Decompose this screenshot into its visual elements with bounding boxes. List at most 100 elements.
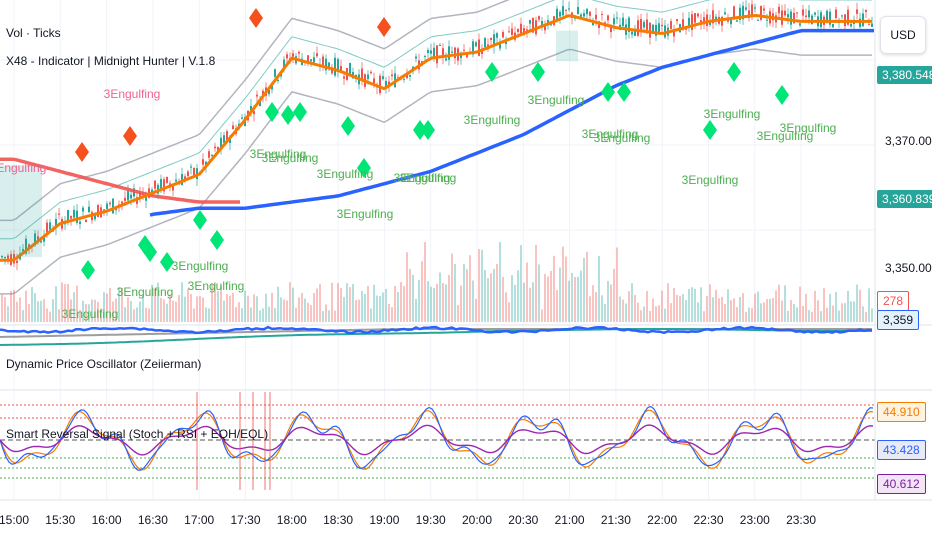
currency-button[interactable]: USD (880, 16, 926, 54)
volume-bar (760, 303, 762, 322)
volume-bar (358, 299, 360, 322)
candle-body (556, 8, 558, 22)
candle-body (214, 146, 216, 149)
legend-volume[interactable]: Vol · Ticks (6, 26, 61, 40)
volume-bar (721, 296, 723, 322)
volume-bar (184, 296, 186, 322)
volume-bar (280, 297, 282, 322)
volume-bar (844, 303, 846, 322)
volume-bar (547, 276, 549, 322)
candle-body (652, 24, 654, 35)
ma-lines (0, 13, 874, 262)
candle-body (460, 54, 462, 59)
volume-bar (478, 249, 480, 322)
candle-body (1, 256, 3, 258)
volume-bar (727, 289, 729, 322)
candle-body (811, 15, 813, 25)
candle-body (274, 69, 276, 77)
bull-signal-diamond (421, 120, 435, 140)
volume-bar (367, 285, 369, 322)
candle-body (262, 90, 264, 96)
volume-bar (439, 272, 441, 322)
volume-bar (745, 311, 747, 322)
candle-body (502, 32, 504, 38)
volume-bar (451, 253, 453, 322)
volume-bar (289, 282, 291, 322)
volume-bar (487, 278, 489, 322)
engulfing-label: 3Engulfing (682, 173, 739, 187)
volume-bar (175, 301, 177, 322)
blue-ma-line (149, 28, 874, 217)
volume-bar (160, 297, 162, 322)
candle-body (847, 9, 849, 25)
volume-bar (805, 293, 807, 322)
volume-bar (688, 288, 690, 322)
candle-body (865, 9, 867, 12)
volume-bar (733, 298, 735, 322)
volume-bar (556, 290, 558, 322)
axes: 3,370.000 3,350.000 15:00 15:30 16:00 16:30 17… (0, 0, 932, 527)
volume-bar (16, 301, 18, 322)
candle-body (538, 16, 540, 20)
volume-bar (139, 301, 141, 322)
candle-body (307, 55, 309, 63)
candle-body (463, 49, 465, 51)
volume-bar (142, 295, 144, 322)
candle-body (475, 42, 477, 47)
volume-bar (424, 242, 426, 322)
candle-body (793, 12, 795, 24)
candle-body (313, 57, 315, 63)
volume-bar (826, 307, 828, 322)
volume-bar (244, 290, 246, 322)
x-tick-label: 18:30 (323, 513, 353, 527)
volume-bar (691, 287, 693, 322)
volume-bar (124, 307, 126, 322)
candle-body (7, 255, 9, 259)
candle-body (331, 67, 333, 74)
volume-bar (724, 303, 726, 322)
volume-bar (754, 293, 756, 322)
lower-band (0, 48, 872, 295)
volume-bar (52, 299, 54, 322)
volume-bar (88, 304, 90, 322)
candle-body (727, 19, 729, 22)
volume-bar (640, 310, 642, 322)
volume-bar (871, 308, 873, 322)
volume-bar (862, 306, 864, 322)
volume-bar (709, 284, 711, 322)
volume-bar (94, 299, 96, 322)
bull-signal-diamond (210, 230, 224, 250)
legend-dpo[interactable]: Dynamic Price Oscillator (Zeiierman) (6, 357, 202, 371)
volume-bar (346, 283, 348, 322)
legend-srs[interactable]: Smart Reversal Signal (Stoch + RSI + EQH… (6, 427, 269, 441)
candle-body (298, 51, 300, 54)
volume-bar (682, 294, 684, 322)
volume-bar (1, 294, 3, 322)
volume-bar (565, 256, 567, 322)
volume-bar (64, 284, 66, 322)
candle-body (256, 94, 258, 97)
volume-bar (25, 290, 27, 322)
candle-body (790, 11, 792, 25)
candle-body (655, 24, 657, 36)
volume-bar (499, 241, 501, 322)
legend-indicator[interactable]: X48 - Indicator | Midnight Hunter | V.1.… (6, 54, 216, 68)
volume-bar (637, 302, 639, 322)
volume-bar (838, 310, 840, 322)
volume-bar (652, 298, 654, 322)
volume-bar (526, 262, 528, 322)
volume-bar (457, 305, 459, 322)
engulfing-label: 3Engulfing (528, 93, 585, 107)
volume-bar (802, 305, 804, 322)
candle-body (559, 11, 561, 17)
volume-bar (700, 287, 702, 322)
volume-bar (823, 288, 825, 322)
candle-body (409, 75, 411, 77)
volume-bar (532, 282, 534, 322)
candle-body (637, 20, 639, 36)
volume-bar (235, 307, 237, 322)
volume-bar (112, 301, 114, 322)
bull-signal-diamond (143, 242, 157, 262)
volume-bar (751, 308, 753, 322)
